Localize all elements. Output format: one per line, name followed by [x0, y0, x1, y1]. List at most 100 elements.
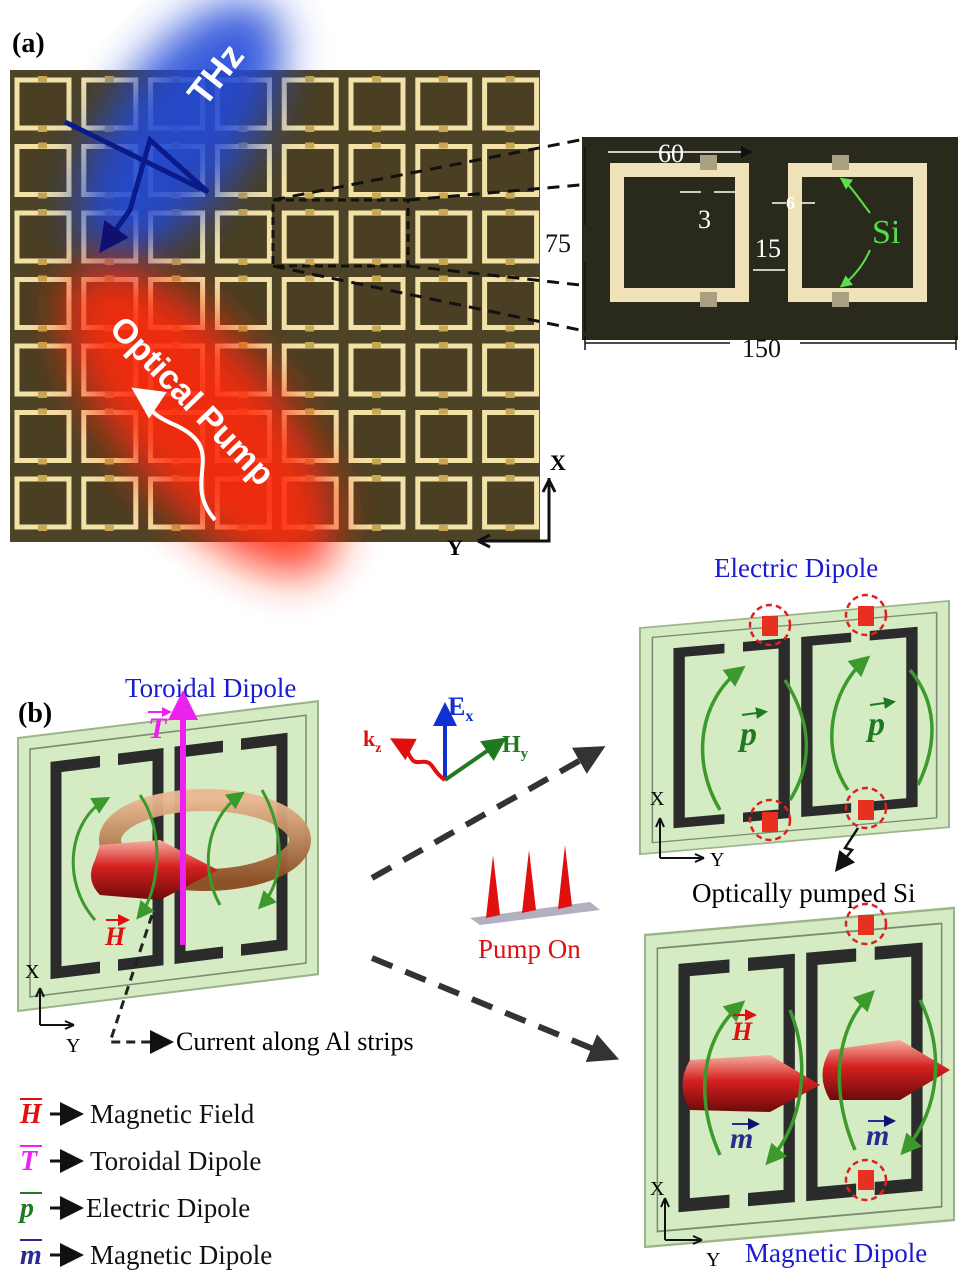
e-field-label: Ex — [448, 692, 473, 725]
shape — [762, 812, 778, 832]
ring-pad — [38, 76, 47, 82]
shape — [486, 855, 500, 918]
toroidal-symbol: T — [148, 712, 168, 745]
ring-pad — [38, 209, 47, 215]
legend-symbol: T — [20, 1146, 39, 1177]
dim-label: 15 — [755, 234, 781, 263]
legend-text: Toroidal Dipole — [90, 1146, 261, 1176]
ring-pad — [372, 525, 381, 531]
ring-pad — [38, 409, 47, 415]
axis-label: X — [650, 788, 665, 810]
legend-symbol: H — [19, 1099, 43, 1130]
ring-pad — [439, 126, 448, 132]
ring-pad — [372, 143, 381, 149]
shape — [858, 1170, 874, 1190]
ring — [284, 147, 336, 195]
ring — [485, 346, 537, 394]
figure: (a) THz Optical Pump 60 3 6 75 15 150 Si… — [0, 0, 963, 1274]
legend-text: Electric Dipole — [86, 1193, 250, 1223]
ring — [351, 80, 403, 128]
ring-pad — [506, 143, 515, 149]
ring-pad — [372, 342, 381, 348]
moment-symbol: m — [866, 1119, 889, 1152]
dim-label: 3 — [698, 205, 711, 234]
ring — [351, 147, 403, 195]
ring-pad — [506, 459, 515, 465]
ring-pad — [372, 259, 381, 265]
ring-pad — [372, 326, 381, 332]
ring — [418, 479, 470, 527]
ring-pad — [38, 459, 47, 465]
ring-pad — [305, 126, 314, 132]
ring-pad — [439, 475, 448, 481]
ring-pad — [439, 326, 448, 332]
axis-label: X — [550, 450, 566, 475]
ring-pad — [172, 259, 181, 265]
legend-text: Magnetic Dipole — [90, 1240, 272, 1270]
shape — [700, 155, 717, 170]
ring — [17, 346, 69, 394]
ring-pad — [372, 459, 381, 465]
ring — [17, 413, 69, 461]
transition-arrow — [372, 752, 595, 878]
ring — [284, 346, 336, 394]
pump-on-label: Pump On — [478, 934, 581, 964]
ring-pad — [506, 209, 515, 215]
ring-pad — [38, 342, 47, 348]
ring-pad — [172, 276, 181, 282]
ring-pad — [305, 259, 314, 265]
shape — [858, 606, 874, 626]
page: {"panel_a": {"label": "(a)", "thz": "THz… — [0, 0, 963, 1274]
ring — [17, 80, 69, 128]
ring-pad — [439, 392, 448, 398]
axis-label: X — [650, 1178, 665, 1200]
ring-pad — [105, 525, 114, 531]
ring-pad — [439, 143, 448, 149]
ring-pad — [506, 392, 515, 398]
field-symbol: H — [104, 922, 126, 951]
ring — [418, 280, 470, 328]
ring-pad — [38, 126, 47, 132]
ring-pad — [439, 342, 448, 348]
axis-label: Y — [447, 535, 463, 560]
ring-pad — [439, 259, 448, 265]
ring — [351, 413, 403, 461]
pump-pulses — [486, 845, 572, 918]
ring-pad — [38, 475, 47, 481]
ring-pad — [38, 276, 47, 282]
legend-symbol: p — [18, 1193, 34, 1224]
magnetic-title: Magnetic Dipole — [745, 1238, 927, 1268]
ring — [17, 213, 69, 261]
dim-label: 150 — [742, 334, 781, 363]
ring-pad — [38, 259, 47, 265]
legend-symbol: m — [20, 1240, 42, 1271]
h-field-label: Hy — [502, 732, 529, 762]
ring-pad — [38, 392, 47, 398]
ring — [284, 80, 336, 128]
ring-pad — [238, 326, 247, 332]
ring-pad — [38, 193, 47, 199]
dim-label: 60 — [658, 139, 684, 168]
ring — [351, 346, 403, 394]
ring-pad — [305, 409, 314, 415]
ring-pad — [372, 409, 381, 415]
ring-pad — [372, 193, 381, 199]
ring-pad — [506, 326, 515, 332]
ring-pad — [439, 209, 448, 215]
si-label: Si — [872, 214, 900, 251]
ring-pad — [305, 209, 314, 215]
k-label: kz — [363, 726, 381, 756]
axis-label: Y — [66, 1035, 80, 1057]
ring-pad — [38, 326, 47, 332]
shape — [832, 155, 849, 170]
ring-pad — [372, 76, 381, 82]
ring-pad — [105, 475, 114, 481]
ring-pad — [506, 409, 515, 415]
ring-pad — [506, 525, 515, 531]
ring-pad — [439, 276, 448, 282]
ring-pad — [172, 525, 181, 531]
ring-pad — [439, 459, 448, 465]
current-label: Current along Al strips — [176, 1027, 414, 1056]
ring-pad — [238, 209, 247, 215]
ring-pad — [238, 193, 247, 199]
